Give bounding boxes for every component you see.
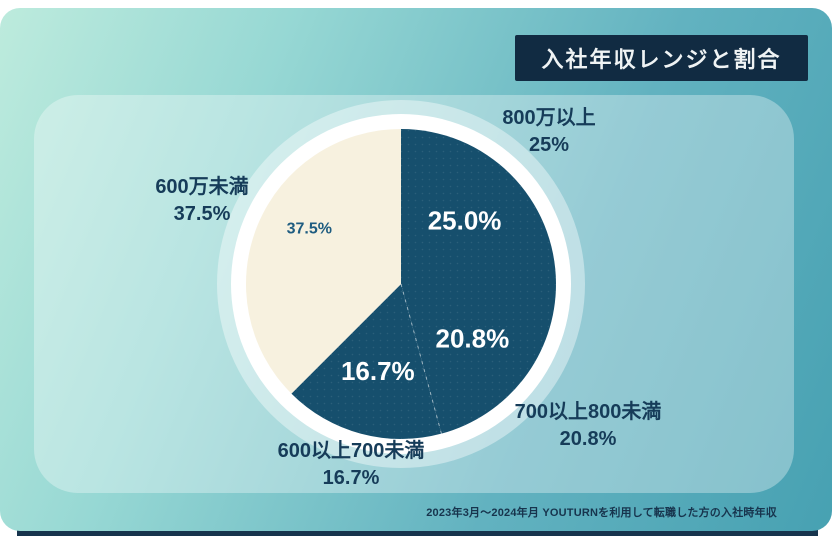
source-footnote: 2023年3月～2024年月 YOUTURNを利用して転職した方の入社時年収 (426, 507, 777, 519)
page-title: 入社年収レンジと割合 (541, 47, 782, 72)
callout-label: 700以上800未満 (514, 401, 662, 423)
callout-label: 600以上700未満 (277, 440, 425, 462)
slice-divider-dashed (400, 283, 442, 434)
pie-slice-value-label: 37.5% (287, 220, 332, 237)
background-card: 入社年収レンジと割合 25.0% 20.8% 16.7% 37.5% 800万以上 2… (0, 8, 832, 531)
bottom-accent-bar (17, 530, 818, 536)
pie-slice-texture (291, 284, 442, 440)
callout-800man-ijo: 800万以上 25% (449, 105, 649, 159)
callout-label: 600万未満 (155, 176, 249, 198)
callout-value: 16.7% (322, 467, 380, 489)
callout-value: 37.5% (173, 203, 231, 225)
callout-600-700: 600以上700未満 16.7% (231, 438, 471, 492)
pie-slice-value-label: 16.7% (341, 356, 415, 386)
pie-chart: 25.0% 20.8% 16.7% 37.5% (217, 100, 585, 468)
pie-slice-texture (401, 284, 556, 434)
callout-600man-miman: 600万未満 37.5% (102, 174, 302, 228)
pie-chart-container: 25.0% 20.8% 16.7% 37.5% (211, 94, 591, 474)
callout-700-800: 700以上800未満 20.8% (468, 399, 708, 453)
pie-slice-value-label: 25.0% (428, 205, 502, 235)
callout-value: 25% (528, 134, 570, 156)
pie-slice (246, 129, 401, 394)
title-box: 入社年収レンジと割合 (515, 35, 808, 81)
callout-label: 800万以上 (502, 107, 596, 129)
pie-slice-value-label: 20.8% (436, 324, 510, 354)
pie-slice-texture (401, 129, 556, 284)
callout-value: 20.8% (559, 428, 617, 450)
